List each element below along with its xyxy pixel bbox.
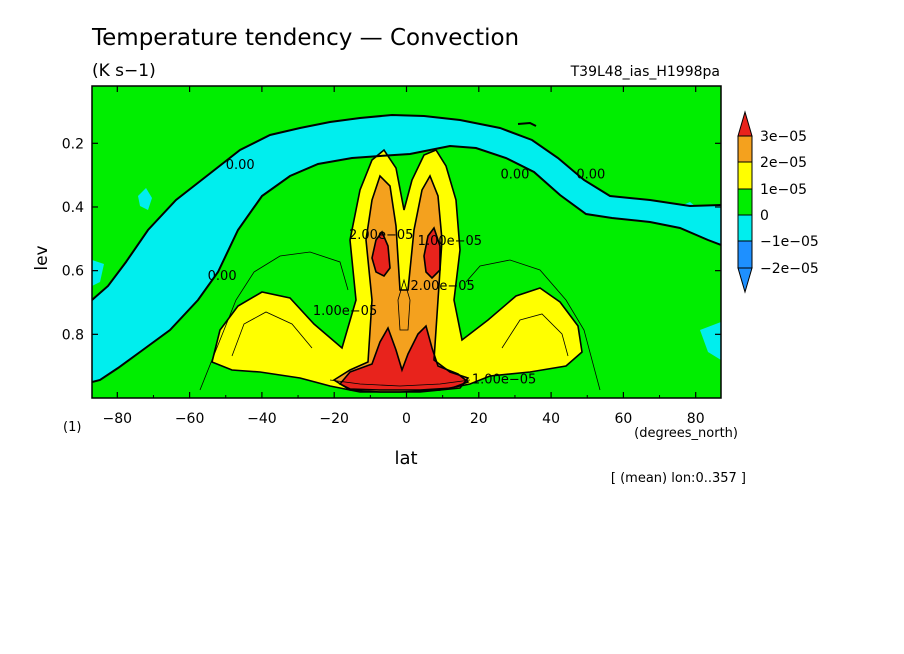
plot-area: 0.00 0.00 0.00 0.00 1.00e−05 2.00e−05 1.00e−05… — [92, 86, 721, 398]
y-axis-units: (1) — [63, 420, 81, 435]
contour-zero-inner — [92, 144, 721, 383]
colorbar-segment — [737, 214, 753, 242]
contour-1e-05 — [211, 148, 583, 393]
contour-top-fragment — [517, 121, 537, 127]
x-tick-label: 80 — [687, 411, 705, 427]
colorbar-segment — [737, 161, 753, 190]
field-peak-right-upper — [424, 228, 440, 278]
contour-zero-outer — [92, 113, 721, 301]
chart-units: (K s−1) — [92, 61, 156, 81]
field-peak-base — [340, 326, 468, 390]
y-tick-label: 0.4 — [62, 200, 84, 216]
y-tick-label: 0.2 — [62, 136, 84, 152]
y-tick-label: 0.6 — [62, 264, 84, 280]
contour-labels: 0.00 0.00 0.00 0.00 1.00e−05 2.00e−05 1.00e−05… — [208, 158, 606, 388]
colorbar-label: 0 — [760, 208, 769, 224]
contour-3e-05-left-upper — [371, 230, 391, 278]
contour-label: 1.00e−05 — [313, 304, 377, 319]
x-tick-label: 20 — [470, 411, 488, 427]
x-tick-label: −60 — [175, 411, 205, 427]
contour-label: 2.00e−05 — [349, 228, 413, 243]
contour-zero-thin-right — [465, 259, 601, 391]
contour-label: 0.00 — [500, 167, 529, 182]
y-axis-label: lev — [32, 245, 52, 270]
colorbar-segment — [737, 240, 753, 269]
x-tick-label: 0 — [402, 411, 411, 427]
field-negative-edge-right — [700, 322, 721, 360]
run-label: T39L48_ias_H1998pa — [570, 64, 720, 80]
x-tick-label: −80 — [103, 411, 133, 427]
contour-lines — [92, 113, 721, 393]
contour-inner-loop-center — [397, 278, 411, 331]
x-tick-label: 60 — [614, 411, 632, 427]
x-axis-label: lat — [394, 448, 417, 469]
contour-1e-05-left-inner — [231, 311, 313, 357]
colorbar-label: 3e−05 — [760, 129, 807, 145]
contour-base-layer — [329, 379, 471, 387]
contour-2e-05 — [332, 174, 470, 393]
colorbar-label: 2e−05 — [760, 155, 807, 171]
x-tick-label: −40 — [247, 411, 277, 427]
contour-label: 2.00e−05 — [410, 279, 474, 294]
colorbar-min-triangle — [737, 267, 753, 294]
x-axis: −80 −60 −40 −20 0 20 40 60 80 — [103, 86, 705, 427]
contour-label: 0.00 — [208, 269, 237, 284]
field-negative-blip-right — [676, 202, 700, 214]
colorbar-segment — [737, 135, 753, 163]
contour-zero-thin-left — [199, 251, 349, 391]
contour-label: 0.00 — [226, 158, 255, 173]
chart-title: Temperature tendency — Convection — [91, 25, 519, 51]
x-tick-label: −20 — [319, 411, 349, 427]
footnote: [ (mean) lon:0..357 ] — [611, 471, 746, 486]
contour-3e-05-right-upper — [423, 226, 441, 280]
field-negative-band — [92, 115, 721, 382]
colorbar-label: 1e−05 — [760, 182, 807, 198]
field-negative-blip-left — [138, 188, 152, 210]
contour-label: 1.00e−05 — [418, 234, 482, 249]
contour-1e-05-right-inner — [501, 313, 569, 357]
colorbar-max-triangle — [737, 110, 753, 137]
colorbar-label: −2e−05 — [760, 261, 819, 277]
colorbar-label: −1e−05 — [760, 234, 819, 250]
contour-label: 0.00 — [576, 167, 605, 182]
colorbar: 3e−05 2e−05 1e−05 0 −1e−05 −2e−05 — [737, 110, 819, 294]
y-axis: 0.2 0.4 0.6 0.8 — [62, 136, 721, 343]
contour-3e-05-base — [338, 324, 470, 391]
contour-label: 1.00e−05 — [472, 373, 536, 388]
y-tick-label: 0.8 — [62, 327, 84, 343]
x-axis-units: (degrees_north) — [634, 426, 738, 441]
x-tick-label: 40 — [542, 411, 560, 427]
colorbar-segment — [737, 188, 753, 216]
field-peak-left-upper — [372, 232, 390, 276]
field-negative-edge-left — [92, 260, 104, 286]
